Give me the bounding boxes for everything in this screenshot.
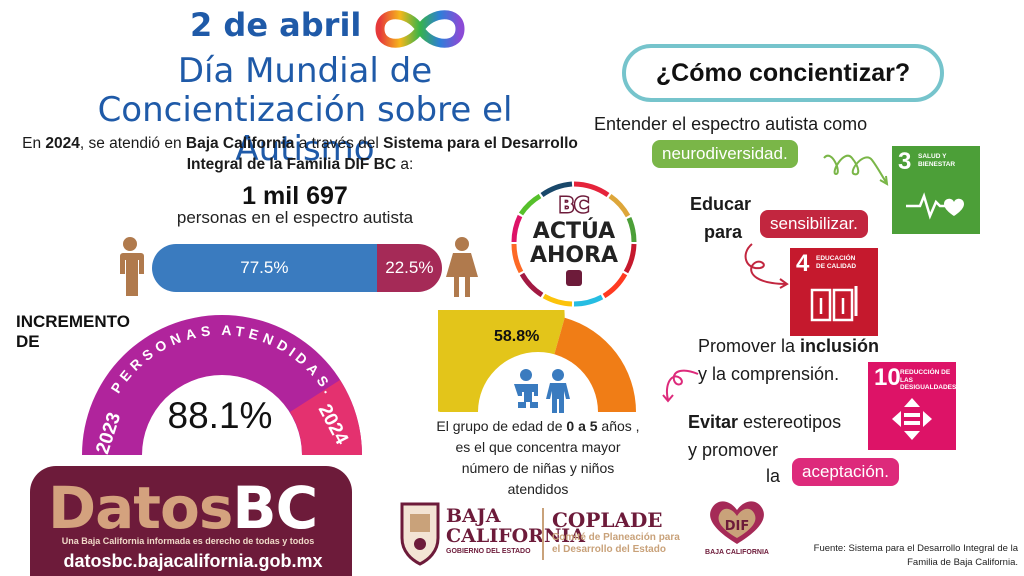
datos-bc-wordmark: DatosBC bbox=[48, 474, 318, 542]
age-caption-part: El grupo de edad de bbox=[436, 418, 567, 434]
coplade-name: COPLADE bbox=[552, 508, 663, 532]
tip-avoid-stereotypes: Evitar estereotipos bbox=[688, 412, 841, 433]
bc-actua-ahora-logo: BC ACTÚA AHORA bbox=[511, 181, 637, 307]
bc-logo-line2: ACTÚA bbox=[533, 218, 615, 244]
dif-logo-sub: BAJA CALIFORNIA bbox=[705, 549, 769, 556]
intro-part: a: bbox=[396, 156, 414, 173]
age-caption-part: años , es el que concentra mayor número … bbox=[455, 418, 640, 497]
squiggle-arrow-icon bbox=[823, 154, 889, 186]
sdg-text: EDUCACIÓN DE CALIDAD bbox=[816, 255, 857, 270]
infinity-icon bbox=[375, 10, 465, 48]
age-group-value: 58.8% bbox=[494, 328, 540, 345]
how-title: ¿Cómo concientizar? bbox=[655, 58, 911, 87]
female-share-segment: 22.5% bbox=[376, 244, 442, 292]
increment-value: 88.1% bbox=[167, 395, 273, 436]
children-icon bbox=[514, 369, 570, 413]
gauge-arc-2024 bbox=[290, 380, 362, 455]
dif-logo-text: DIF bbox=[725, 519, 750, 534]
increment-label-line: INCREMENTO bbox=[16, 312, 130, 331]
increment-label-line: DE bbox=[16, 332, 40, 351]
datos-url-link[interactable]: datosbc.bajacalifornia.gob.mx bbox=[63, 551, 323, 571]
equality-arrows-icon bbox=[892, 398, 932, 440]
coplade-subtitle: Comité de Planeación para el Desarrollo … bbox=[552, 532, 680, 556]
book-icon bbox=[810, 286, 858, 322]
datos-bc-panel bbox=[30, 466, 352, 576]
age-caption-range: 0 a 5 bbox=[566, 418, 598, 434]
intro-system: Sistema para el Desarrollo Integral de l… bbox=[186, 135, 578, 173]
pill-acceptance: aceptación. bbox=[792, 458, 899, 486]
intro-year: 2024 bbox=[45, 135, 80, 152]
intro-part: , se atendió en bbox=[79, 135, 186, 152]
male-share-segment: 77.5% bbox=[152, 244, 377, 292]
dif-logo: DIF BAJA CALIFORNIA bbox=[705, 501, 769, 556]
footer-divider bbox=[542, 508, 544, 560]
sdg-number: 4 bbox=[796, 250, 810, 277]
heartbeat-icon bbox=[906, 192, 964, 220]
source-note: Fuente: Sistema para el Desarrollo Integ… bbox=[813, 543, 1018, 568]
baja-california-name: BAJA CALIFORNIA bbox=[446, 506, 585, 546]
tip-promote-understanding: y la comprensión. bbox=[698, 364, 840, 384]
coplade-sub-line: Comité de Planeación para bbox=[552, 532, 680, 543]
tip-educate-line: para bbox=[704, 222, 743, 242]
main-title: Día Mundial de Concientización sobre el … bbox=[97, 51, 513, 169]
loop-arrow-icon bbox=[662, 369, 699, 403]
tip-educate-line: Educar bbox=[690, 194, 752, 214]
tip-promote-line: la bbox=[766, 466, 781, 486]
bc-logo-crest-icon bbox=[566, 270, 582, 286]
datos-slogan: Una Baja California informada es derecho… bbox=[61, 536, 315, 546]
total-value: 1 mil 697 bbox=[242, 182, 348, 210]
intro-part: En bbox=[22, 135, 46, 152]
increment-gauge: PERSONAS ATENDIDAS. 2023 2024 bbox=[82, 315, 362, 455]
sdg-10-inequality-tile: 10 REDUCCIÓN DE LAS DESIGUALDADES bbox=[868, 362, 956, 450]
sdg-text: REDUCCIÓN DE LAS DESIGUALDADES bbox=[900, 369, 957, 391]
pill-sensitize: sensibilizar. bbox=[760, 210, 868, 238]
pill-neurodiversity: neurodiversidad. bbox=[652, 140, 798, 168]
tip-understand: Entender el espectro autista como bbox=[594, 114, 868, 134]
sdg-text: SALUD Y BIENESTAR bbox=[918, 153, 956, 168]
datos-word-bc: BC bbox=[232, 474, 318, 542]
bc-logo-line1: BC bbox=[559, 193, 589, 217]
sdg-number: 10 bbox=[874, 364, 901, 391]
intro-text: En 2024, se atendió en Baja California a… bbox=[20, 133, 580, 175]
sdg-4-education-tile: 4 EDUCACIÓN DE CALIDAD bbox=[790, 248, 878, 336]
total-label: personas en el espectro autista bbox=[176, 208, 414, 227]
tip-promote-inclusion: Promover la inclusión bbox=[698, 336, 879, 357]
tip-keyword: Evitar bbox=[688, 412, 739, 432]
female-person-icon bbox=[446, 237, 478, 297]
male-person-icon bbox=[119, 237, 144, 296]
curl-arrow-icon bbox=[744, 243, 789, 289]
sdg-number: 3 bbox=[898, 148, 912, 175]
bc-name-line: BAJA bbox=[446, 505, 501, 527]
bc-name-line: CALIFORNIA bbox=[446, 525, 585, 547]
gobierno-label: GOBIERNO DEL ESTADO bbox=[446, 548, 531, 555]
age-group-caption: El grupo de edad de 0 a 5 años , es el q… bbox=[436, 416, 640, 500]
coplade-sub-line: el Desarrollo del Estado bbox=[552, 544, 666, 555]
tip-part: estereotipos bbox=[738, 412, 842, 432]
baja-california-crest-icon bbox=[400, 502, 440, 566]
intro-part: a través del bbox=[294, 135, 384, 152]
intro-state: Baja California bbox=[185, 135, 295, 152]
how-title-box: ¿Cómo concientizar? bbox=[622, 44, 944, 102]
female-share-label: 22.5% bbox=[385, 258, 434, 277]
increment-label: INCREMENTO DE bbox=[16, 312, 130, 352]
datos-word: Datos bbox=[48, 474, 233, 542]
bc-logo-line3: AHORA bbox=[530, 243, 618, 268]
sdg-3-health-tile: 3 SALUD Y BIENESTAR bbox=[892, 146, 980, 234]
gender-bar: 77.5% 22.5% bbox=[152, 244, 442, 292]
tip-keyword: inclusión bbox=[800, 336, 880, 356]
male-share-label: 77.5% bbox=[240, 258, 289, 277]
tip-promote-line: y promover bbox=[688, 440, 779, 460]
date-title: 2 de abril bbox=[190, 6, 362, 44]
tip-part: Promover la bbox=[698, 336, 801, 356]
gauge-arc-2023 bbox=[82, 315, 362, 455]
